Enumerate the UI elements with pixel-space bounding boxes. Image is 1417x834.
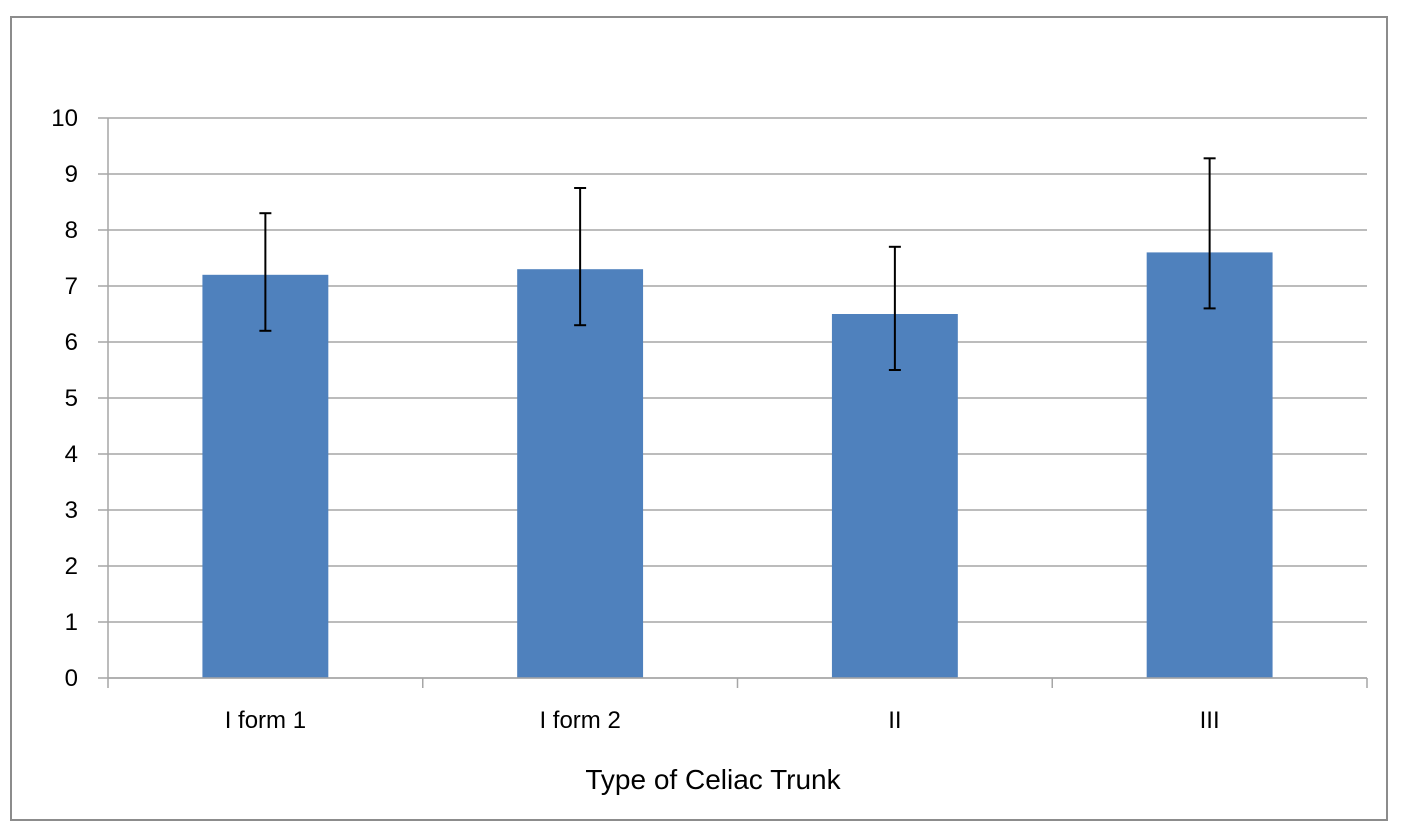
y-tick-label: 2 (65, 553, 78, 580)
bar (517, 269, 644, 678)
bar (831, 314, 958, 678)
y-tick-label: 5 (65, 385, 78, 412)
y-tick-label: 6 (65, 329, 78, 356)
y-tick-label: 3 (65, 497, 78, 524)
x-tick-label: I form 1 (225, 707, 306, 734)
bars (202, 252, 1273, 678)
y-tick-label: 10 (51, 105, 78, 132)
y-tick-label: 0 (65, 665, 78, 692)
x-tick-label: I form 2 (539, 707, 620, 734)
bar (202, 274, 329, 678)
y-tick-label: 7 (65, 273, 78, 300)
bar (1146, 252, 1273, 678)
y-tick-label: 8 (65, 217, 78, 244)
y-tick-label: 4 (65, 441, 78, 468)
x-tick-label: II (888, 707, 901, 734)
y-tick-label: 9 (65, 161, 78, 188)
error-bars (259, 157, 1216, 371)
y-tick-label: 1 (65, 609, 78, 636)
axes (98, 117, 1368, 688)
x-axis-title: Type of Celiac Trunk (585, 764, 841, 795)
x-tick-label: III (1200, 707, 1220, 734)
